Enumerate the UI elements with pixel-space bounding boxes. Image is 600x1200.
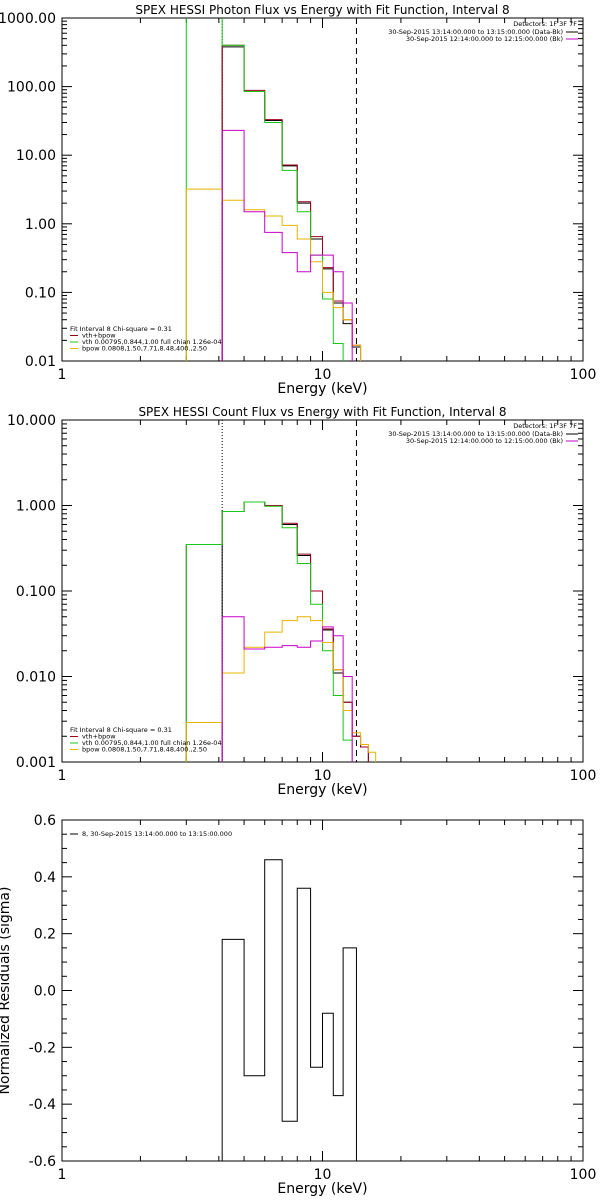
y-tick-label: 0.0 xyxy=(34,984,56,1000)
legend-left-label: Fit Interval 8 Chi-square = 0.31 xyxy=(70,726,172,734)
legend-right-label: 30-Sep-2015 12:14:00.000 to 12:15:00.000… xyxy=(406,35,563,43)
y-tick-label: 10.000 xyxy=(7,413,56,429)
legend-left-label: vth+bpow xyxy=(82,733,116,741)
x-axis-label: Energy (keV) xyxy=(277,1181,367,1197)
x-axis-label: Energy (keV) xyxy=(277,782,367,798)
x-axis-label: Energy (keV) xyxy=(277,381,367,397)
y-tick-label: 1.00 xyxy=(25,217,56,233)
x-tick-label: 10 xyxy=(314,367,332,383)
y-tick-label: 0.10 xyxy=(25,285,56,301)
y-tick-label: 0.010 xyxy=(16,670,56,686)
legend-left-label: bpow 0.0808,1.50,7.71,8.48,400.,2.50 xyxy=(82,746,207,754)
x-tick-label: 1 xyxy=(58,1167,67,1183)
legend-left-label: Fit Interval 8 Chi-square = 0.31 xyxy=(70,325,172,333)
legend-right-label: 30-Sep-2015 12:14:00.000 to 12:15:00.000… xyxy=(406,437,563,445)
series-vth-histogram xyxy=(185,501,353,762)
series-bk-histogram xyxy=(221,129,353,361)
y-tick-label: 0.001 xyxy=(16,755,56,771)
legend-right-label: 30-Sep-2015 13:14:00.000 to 13:15:00.000… xyxy=(388,28,563,36)
x-tick-label: 100 xyxy=(570,1167,597,1183)
x-tick-label: 1 xyxy=(58,768,67,784)
legend-left-label: bpow 0.0808,1.50,7.71,8.48,400.,2.50 xyxy=(82,345,207,353)
y-tick-label: 1000.00 xyxy=(0,11,56,27)
y-tick-label: 1.000 xyxy=(16,499,56,515)
y-tick-label: 0.100 xyxy=(16,584,56,600)
y-tick-label: 100.00 xyxy=(7,80,56,96)
x-tick-label: 1 xyxy=(58,367,67,383)
plot-frame xyxy=(61,17,584,362)
y-tick-label: -0.4 xyxy=(29,1097,56,1113)
series-data-histogram xyxy=(221,859,357,1161)
legend-left-label: vth 0.00795,0.844,1.00 full chian 1.26e-… xyxy=(82,338,222,346)
chart-panel-1: SPEX HESSI Photon Flux vs Energy with Fi… xyxy=(0,3,597,397)
series-group xyxy=(221,859,357,1161)
series-group xyxy=(185,501,377,762)
y-tick-label: -0.6 xyxy=(29,1154,56,1170)
legend-left-label: 8, 30-Sep-2015 13:14:00.000 to 13:15:00.… xyxy=(82,830,232,838)
y-tick-label: 0.01 xyxy=(25,354,56,370)
legend-right-label: 30-Sep-2015 13:14:00.000 to 13:15:00.000… xyxy=(388,430,563,438)
y-tick-label: 10.00 xyxy=(16,148,56,164)
plot-frame xyxy=(61,819,584,1162)
y-axis-label: Normalized Residuals (sigma) xyxy=(0,887,13,1095)
series-bk-histogram xyxy=(221,616,353,762)
series-group xyxy=(185,18,362,361)
chart-title: SPEX HESSI Count Flux vs Energy with Fit… xyxy=(138,405,506,419)
x-tick-label: 10 xyxy=(314,1167,332,1183)
y-tick-label: 0.2 xyxy=(34,927,56,943)
x-tick-label: 100 xyxy=(570,768,597,784)
chart-panel-2: SPEX HESSI Count Flux vs Energy with Fit… xyxy=(7,405,596,798)
series-total-histogram xyxy=(221,44,362,361)
series-data-histogram xyxy=(221,46,362,361)
series-bpow-histogram xyxy=(185,616,377,762)
series-bpow-histogram xyxy=(185,188,362,361)
legend-left-label: vth 0.00795,0.844,1.00 full chian 1.26e-… xyxy=(82,739,222,747)
chart-panel-3: 1 10 100 Energy (keV) -0.6 -0.4 -0.2 0.0 0.2 0.4 0… xyxy=(0,813,596,1197)
y-tick-label: 0.4 xyxy=(34,870,56,886)
y-tick-label: 0.6 xyxy=(34,813,56,829)
detectors-label: Detectors: 1F 3F 7F xyxy=(513,20,577,28)
series-vth-histogram xyxy=(185,18,344,361)
detectors-label: Detectors: 1F 3F 7F xyxy=(513,422,577,430)
x-tick-label: 100 xyxy=(570,367,597,383)
y-tick-label: -0.2 xyxy=(29,1040,56,1056)
chart-title: SPEX HESSI Photon Flux vs Energy with Fi… xyxy=(135,3,509,17)
legend-left-label: vth+bpow xyxy=(82,332,116,340)
x-tick-label: 10 xyxy=(314,768,332,784)
